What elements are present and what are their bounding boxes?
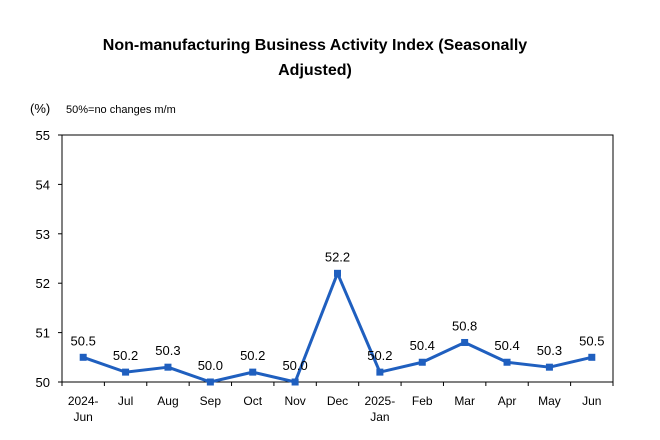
x-tick-label: Apr: [498, 394, 517, 408]
y-tick-label: 50: [36, 375, 50, 390]
data-label: 50.5: [579, 333, 604, 348]
y-axis: 50 51 52 53 54 55: [36, 128, 62, 390]
data-point-marker: [122, 368, 130, 376]
data-label: 50.4: [494, 338, 519, 353]
chart-title-line-1: Non-manufacturing Business Activity Inde…: [103, 37, 527, 54]
data-label: 50.5: [71, 333, 96, 348]
data-point-marker: [291, 378, 299, 386]
x-tick-label: Oct: [243, 394, 262, 408]
x-tick-label: 2024-: [68, 394, 99, 408]
x-tick-label: 2025-: [365, 394, 396, 408]
x-tick-label: Jan: [370, 410, 389, 424]
data-point-marker: [461, 338, 469, 346]
y-axis-unit: (%): [30, 101, 50, 116]
data-point-marker: [164, 363, 172, 371]
x-axis: 2024- Jun Jul Aug Sep Oct Nov Dec 2025- Jan Feb Mar…: [61, 382, 614, 424]
data-label: 50.4: [410, 338, 435, 353]
data-label: 50.0: [198, 358, 223, 373]
y-tick-label: 52: [36, 276, 50, 291]
x-tick-label: Jun: [582, 394, 601, 408]
series-line-group: 50.5 50.2 50.3 50.0 50.2 50.0 52.2 50.2 50.4 50.8…: [71, 249, 604, 386]
data-point-marker: [418, 358, 426, 366]
data-point-marker: [503, 358, 511, 366]
data-label: 50.3: [537, 343, 562, 358]
data-label: 50.2: [240, 348, 265, 363]
x-tick-label: Jun: [74, 410, 93, 424]
x-tick-label: Dec: [327, 394, 348, 408]
data-point-marker: [249, 368, 257, 376]
series-line: [82, 271, 593, 384]
data-point-marker: [376, 368, 384, 376]
x-tick-label: May: [538, 394, 561, 408]
data-point-marker: [545, 363, 553, 371]
x-tick-label: Aug: [157, 394, 178, 408]
data-point-marker: [588, 353, 596, 361]
x-tick-label: Mar: [454, 394, 475, 408]
x-tick-label: Feb: [412, 394, 433, 408]
data-label: 50.2: [113, 348, 138, 363]
data-point-marker: [79, 353, 87, 361]
y-tick-label: 54: [36, 177, 50, 192]
chart-title-line-2: Adjusted): [278, 62, 352, 79]
data-point-marker: [206, 378, 214, 386]
y-tick-label: 55: [36, 128, 50, 143]
chart-note: 50%=no changes m/m: [66, 104, 176, 116]
x-tick-label: Nov: [284, 394, 305, 408]
y-tick-label: 53: [36, 227, 50, 242]
data-point-marker: [334, 269, 341, 277]
data-label: 50.0: [282, 358, 307, 373]
data-label: 50.2: [367, 348, 392, 363]
y-tick-label: 51: [36, 326, 50, 341]
x-tick-label: Jul: [118, 394, 133, 408]
data-label: 50.8: [452, 318, 477, 333]
data-label: 50.3: [155, 343, 180, 358]
plot-area: [61, 134, 614, 383]
x-tick-label: Sep: [200, 394, 222, 408]
data-label: 52.2: [325, 249, 350, 264]
